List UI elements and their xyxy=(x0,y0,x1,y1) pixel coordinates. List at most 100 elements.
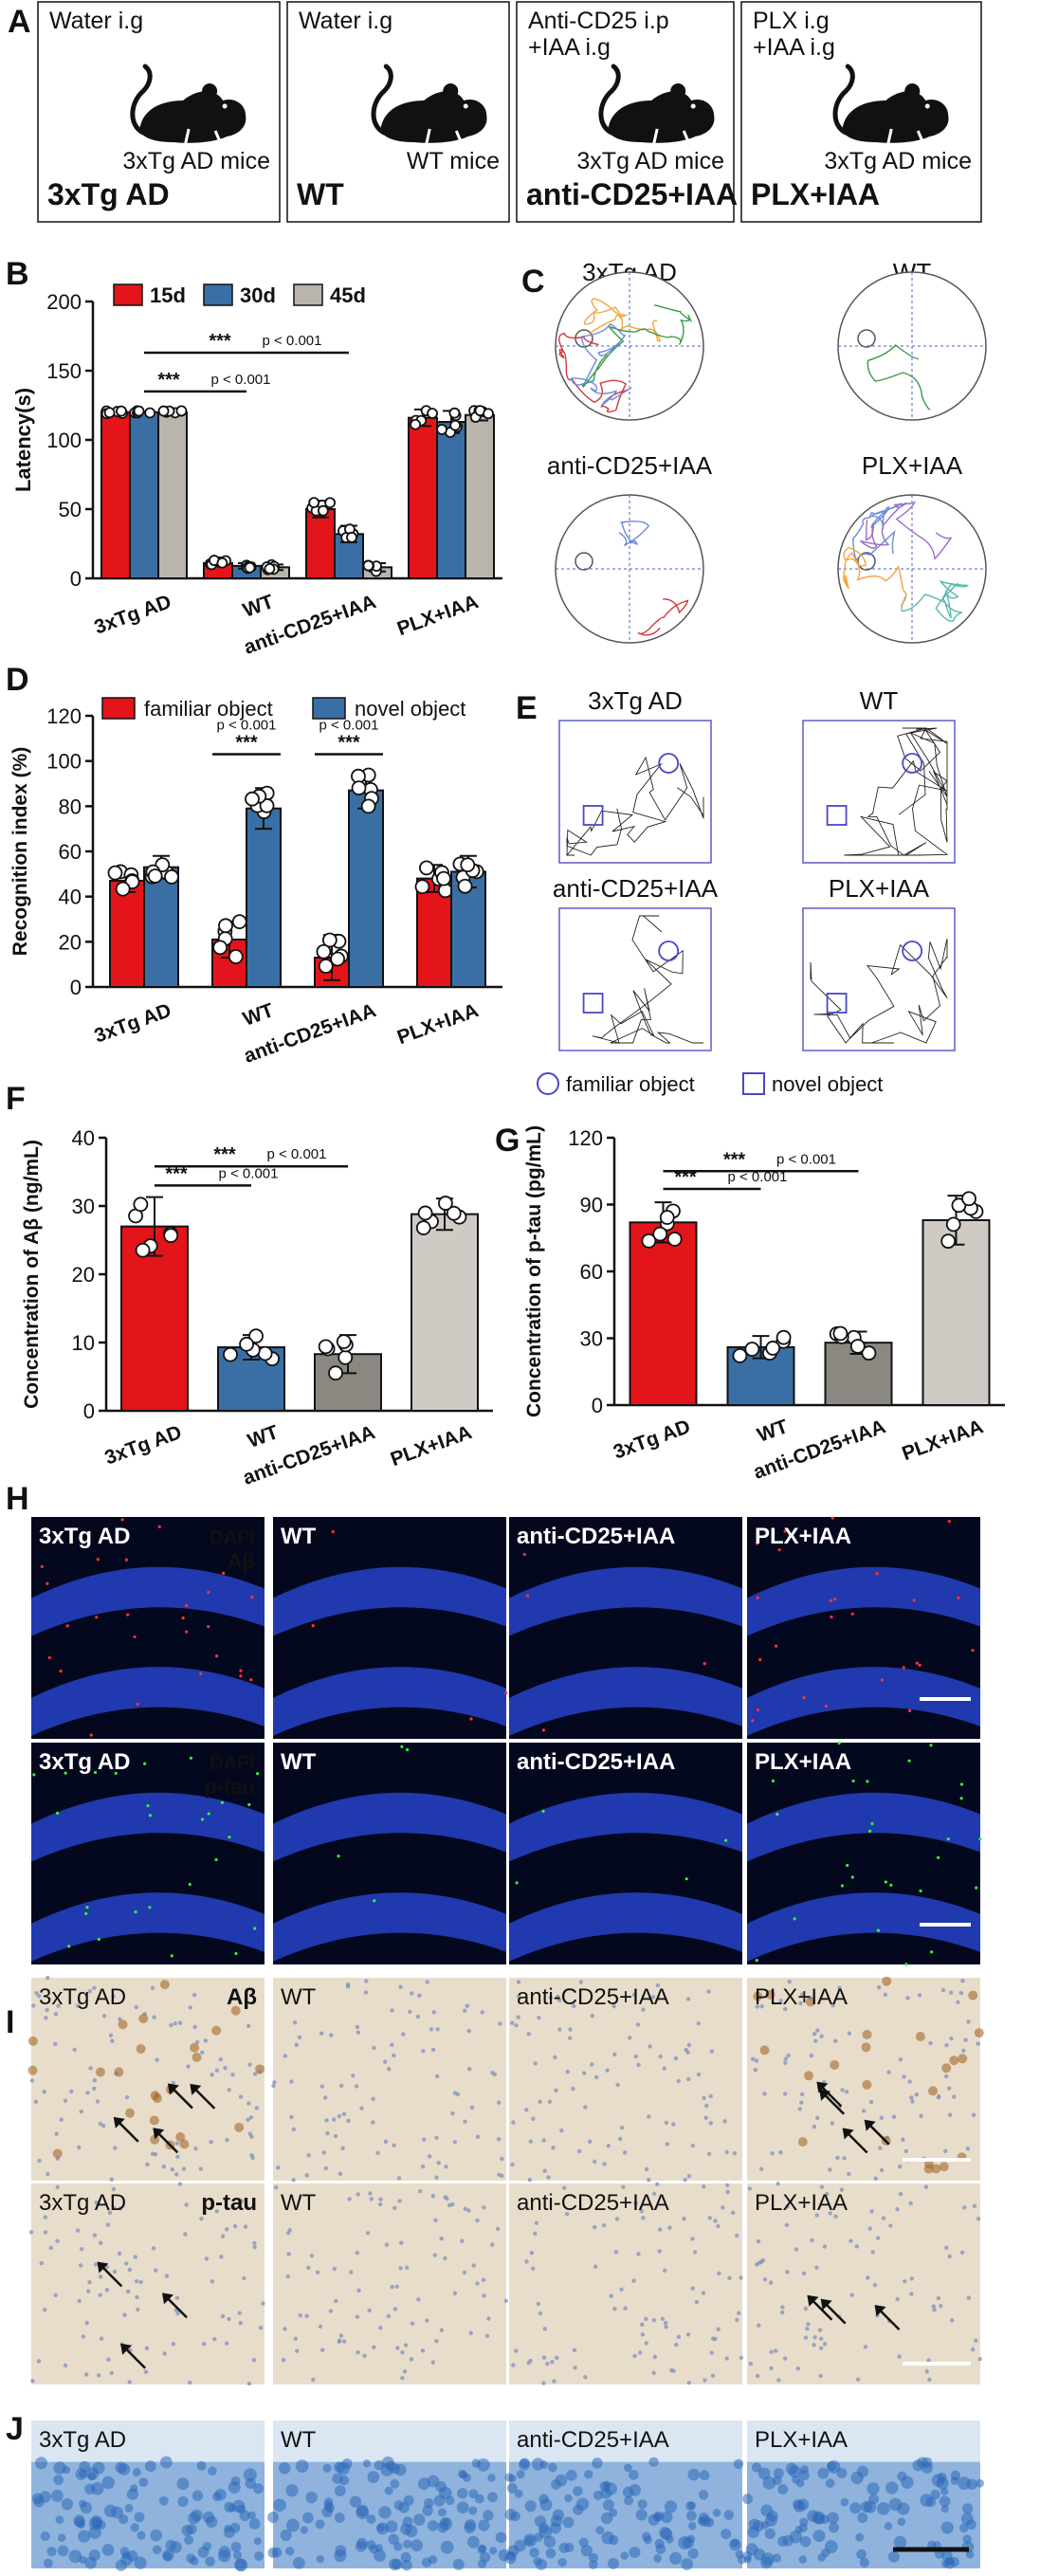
nucleus xyxy=(706,2151,712,2156)
nucleus xyxy=(557,2027,562,2032)
nucleus xyxy=(30,2379,35,2384)
dapi-band xyxy=(509,1566,742,1636)
nucleus xyxy=(662,2066,666,2071)
nucleus xyxy=(686,2042,692,2048)
neuron xyxy=(124,2503,134,2513)
nucleus xyxy=(780,2310,785,2315)
nucleus xyxy=(976,2217,981,2221)
nucleus xyxy=(819,2034,824,2038)
stain-signal xyxy=(200,1818,205,1821)
nucleus xyxy=(434,2175,439,2180)
data-point xyxy=(308,497,320,509)
stain-signal xyxy=(829,1599,832,1602)
nucleus xyxy=(895,2206,900,2212)
stain-signal xyxy=(783,1529,787,1533)
nucleus xyxy=(554,2088,558,2093)
nucleus xyxy=(45,2007,49,2013)
nucleus xyxy=(332,2117,337,2122)
nucleus xyxy=(184,2202,189,2207)
nucleus xyxy=(171,2081,175,2086)
nucleus xyxy=(797,2107,803,2111)
neuron xyxy=(366,2514,376,2524)
neuron xyxy=(53,2461,66,2475)
nucleus xyxy=(533,2231,538,2237)
ihc-image xyxy=(273,1978,506,2181)
nucleus xyxy=(227,2316,231,2322)
nucleus xyxy=(760,2257,766,2263)
nucleus xyxy=(44,2016,48,2020)
arena xyxy=(802,907,956,1051)
stain-signal xyxy=(830,1516,834,1520)
nucleus xyxy=(467,2067,472,2072)
neuron xyxy=(90,2515,102,2528)
nucleus xyxy=(420,2348,426,2353)
nucleus xyxy=(754,2058,759,2063)
swim-path xyxy=(901,579,969,622)
positive-cell xyxy=(804,2071,814,2081)
nucleus xyxy=(756,2238,761,2244)
nucleus xyxy=(593,2264,598,2269)
nucleus xyxy=(435,2027,440,2032)
neuron xyxy=(877,2502,890,2515)
neuron xyxy=(534,2515,546,2528)
neuron xyxy=(137,2530,146,2540)
nucleus xyxy=(422,2137,427,2142)
neuron xyxy=(55,2515,64,2525)
neuron xyxy=(435,2480,447,2493)
nucleus xyxy=(83,2372,89,2377)
nucleus xyxy=(283,2327,287,2331)
p-value: p < 0.001 xyxy=(319,718,379,734)
nucleus xyxy=(551,2145,556,2150)
nucleus xyxy=(702,2184,706,2189)
nucleus xyxy=(398,1984,403,1989)
neuron xyxy=(604,2482,617,2495)
nucleus xyxy=(605,2068,610,2073)
nucleus xyxy=(966,2019,971,2024)
nucleus xyxy=(338,2333,344,2338)
nucleus xyxy=(739,2355,744,2360)
stain-signal xyxy=(311,1623,315,1628)
nucleus xyxy=(63,2363,68,2368)
nucleus xyxy=(510,2020,515,2025)
nucleus xyxy=(356,2349,360,2355)
positive-cell xyxy=(159,1980,170,1990)
nucleus xyxy=(227,2088,231,2092)
neuron xyxy=(564,2494,573,2503)
nucleus xyxy=(565,2069,570,2074)
data-point xyxy=(103,407,116,419)
data-point xyxy=(436,424,447,435)
positive-cell xyxy=(118,2019,128,2030)
neuron xyxy=(334,2485,346,2497)
nucleus xyxy=(940,1987,946,1993)
nucleus xyxy=(769,2366,774,2371)
nucleus xyxy=(246,2101,251,2106)
stain-signal xyxy=(189,1756,193,1760)
positive-cell xyxy=(797,2137,808,2147)
nucleus xyxy=(434,2338,439,2344)
neuron xyxy=(390,2478,400,2489)
neuron xyxy=(218,2546,231,2559)
nucleus xyxy=(450,2110,455,2116)
neuron xyxy=(337,2461,350,2476)
stain-signal xyxy=(59,1670,63,1673)
nucleus xyxy=(833,2214,838,2220)
neuron xyxy=(578,2537,589,2548)
neuron xyxy=(602,2499,614,2512)
nucleus xyxy=(658,2055,663,2059)
nucleus xyxy=(161,2165,167,2169)
nucleus xyxy=(556,1998,562,2003)
nucleus xyxy=(76,2145,82,2150)
stain-signal xyxy=(902,1666,905,1670)
stain-signal xyxy=(234,1951,238,1956)
nucleus xyxy=(398,2266,403,2271)
neuron xyxy=(84,2556,98,2569)
stain-signal xyxy=(185,1603,189,1608)
nucleus xyxy=(583,2375,588,2380)
nucleus xyxy=(122,2312,127,2317)
nucleus xyxy=(527,2177,533,2183)
panel-label-F: F xyxy=(6,1081,26,1117)
stain-signal xyxy=(185,1630,189,1634)
nucleus xyxy=(248,2115,254,2120)
image-label: 3xTg AD xyxy=(39,1749,130,1775)
nucleus xyxy=(408,2009,412,2015)
